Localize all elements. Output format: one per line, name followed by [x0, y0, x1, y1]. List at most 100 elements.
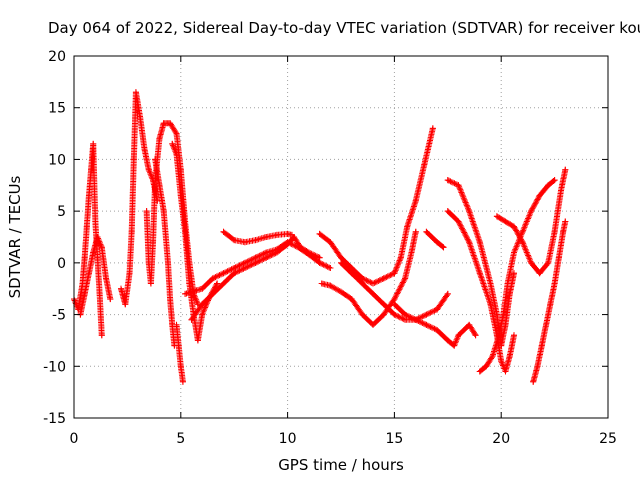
data-point [370, 290, 377, 297]
data-point [241, 239, 248, 246]
data-point [476, 239, 483, 246]
data-point [534, 363, 541, 370]
data-point [504, 280, 511, 287]
data-point [85, 192, 92, 199]
data-point [141, 146, 148, 153]
data-point [444, 177, 451, 184]
data-point [498, 358, 505, 365]
data-point [263, 234, 270, 240]
data-point [231, 265, 238, 272]
data-point [434, 327, 441, 334]
data-point [555, 254, 562, 261]
y-tick-label: 20 [48, 49, 66, 65]
data-point [440, 244, 447, 251]
data-point [88, 166, 95, 173]
data-point [122, 301, 129, 308]
data-series-arc-14 [391, 301, 479, 349]
data-point [152, 156, 159, 163]
data-series-arc-18 [476, 177, 558, 375]
data-point [348, 265, 355, 272]
data-point [167, 296, 174, 303]
data-point [408, 249, 415, 256]
data-point [391, 311, 398, 318]
data-point [150, 239, 157, 246]
data-point [421, 161, 428, 168]
data-point [551, 280, 558, 287]
data-point [483, 363, 490, 370]
data-point [391, 270, 398, 277]
data-point [169, 140, 176, 147]
data-point [511, 332, 518, 339]
data-point [543, 321, 550, 328]
data-point [558, 187, 565, 194]
data-series-arc-11 [316, 125, 436, 287]
data-point [487, 280, 494, 287]
data-point [444, 337, 451, 344]
data-point [412, 316, 419, 323]
data-point [284, 230, 291, 237]
data-point [502, 368, 509, 375]
data-point [90, 140, 97, 147]
data-point [500, 311, 507, 318]
data-point [338, 259, 344, 266]
data-point [318, 280, 325, 287]
data-points [71, 89, 569, 385]
data-point [252, 259, 259, 266]
data-point [476, 368, 483, 375]
data-point [551, 177, 558, 184]
data-point [434, 239, 441, 246]
data-point [177, 363, 184, 370]
data-point [288, 231, 295, 238]
data-point [466, 321, 473, 328]
data-point [143, 208, 150, 215]
data-point [94, 234, 101, 240]
data-point [156, 182, 163, 189]
data-point [451, 342, 458, 349]
data-point [103, 275, 110, 282]
data-point [506, 290, 513, 297]
data-point [545, 182, 552, 189]
data-point [209, 275, 216, 282]
data-point-markers [530, 218, 569, 385]
data-point [98, 244, 105, 251]
data-point [455, 182, 462, 189]
data-point [126, 270, 133, 277]
data-point [348, 270, 355, 277]
data-point [252, 237, 259, 244]
data-series-arc-3 [117, 89, 161, 308]
data-point [231, 270, 238, 277]
data-point [391, 296, 398, 303]
y-tick-label: 0 [57, 256, 66, 272]
data-point [81, 290, 88, 297]
data-point [476, 270, 483, 277]
data-point [547, 301, 554, 308]
data-point [502, 218, 509, 225]
data-series-arc-6 [169, 140, 221, 344]
data-point [263, 254, 270, 261]
data-point [423, 311, 430, 318]
data-series-arc-15 [423, 228, 447, 251]
data-point [466, 239, 473, 246]
data-point [397, 254, 404, 261]
data-point [94, 254, 101, 261]
data-point [167, 120, 174, 127]
data-point [444, 290, 451, 297]
data-point [327, 265, 334, 272]
y-axis-label: SDTVAR / TECUs [6, 175, 24, 298]
x-tick-label: 20 [492, 431, 510, 447]
data-point [455, 218, 462, 225]
data-point [81, 254, 88, 261]
data-point [316, 230, 323, 237]
data-point [241, 259, 248, 266]
y-tick-label: -5 [52, 308, 66, 324]
data-series-arc-13 [338, 259, 451, 323]
data-point [528, 208, 535, 215]
data-point [194, 337, 201, 344]
y-tick-label: -15 [43, 411, 66, 427]
data-point [359, 280, 366, 287]
data-point [536, 192, 543, 199]
data-point [434, 306, 441, 313]
data-point [562, 166, 569, 173]
data-point [359, 311, 366, 318]
x-tick-label: 5 [176, 431, 185, 447]
